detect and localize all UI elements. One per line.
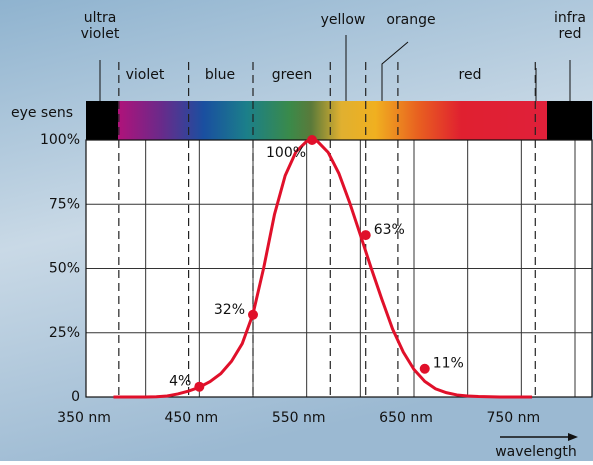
x-axis-label: wavelength bbox=[495, 444, 577, 460]
data-point bbox=[360, 230, 371, 241]
band-label: yellow bbox=[321, 12, 366, 28]
y-tick-label: 25% bbox=[49, 325, 80, 341]
y-tick-label: 50% bbox=[49, 261, 80, 277]
x-tick-label: 450 nm bbox=[164, 410, 218, 426]
data-point bbox=[194, 381, 205, 392]
curve bbox=[113, 139, 533, 399]
data-label: 63% bbox=[374, 222, 405, 238]
data-point bbox=[248, 309, 258, 320]
data-label: 32% bbox=[214, 302, 245, 318]
band-label: red bbox=[459, 67, 482, 83]
band-label: blue bbox=[205, 67, 235, 83]
side-label: eye sens bbox=[11, 105, 73, 121]
x-tick-label: 650 nm bbox=[379, 410, 433, 426]
data-point bbox=[307, 135, 318, 145]
band-label: infra bbox=[554, 10, 586, 26]
data-point bbox=[419, 363, 430, 374]
data-label: 11% bbox=[433, 356, 464, 372]
x-tick-label: 350 nm bbox=[57, 410, 111, 426]
y-tick-label: 0 bbox=[71, 389, 80, 405]
band-label: ultra bbox=[84, 10, 117, 26]
spectrum bbox=[118, 101, 547, 140]
plot-border bbox=[85, 139, 593, 398]
band-label: red bbox=[559, 26, 582, 42]
axis-arrow-head bbox=[568, 433, 578, 441]
data-label: 100% bbox=[266, 145, 306, 161]
data-label: 4% bbox=[169, 374, 191, 390]
y-tick-label: 75% bbox=[49, 196, 80, 212]
pointer bbox=[381, 41, 409, 101]
band-label: green bbox=[272, 67, 312, 83]
x-tick-label: 550 nm bbox=[272, 410, 326, 426]
band-label: violet bbox=[81, 26, 120, 42]
band-label: violet bbox=[126, 67, 165, 83]
band-label: orange bbox=[386, 12, 435, 28]
x-tick-label: 750 nm bbox=[486, 410, 540, 426]
y-tick-label: 100% bbox=[40, 132, 80, 148]
